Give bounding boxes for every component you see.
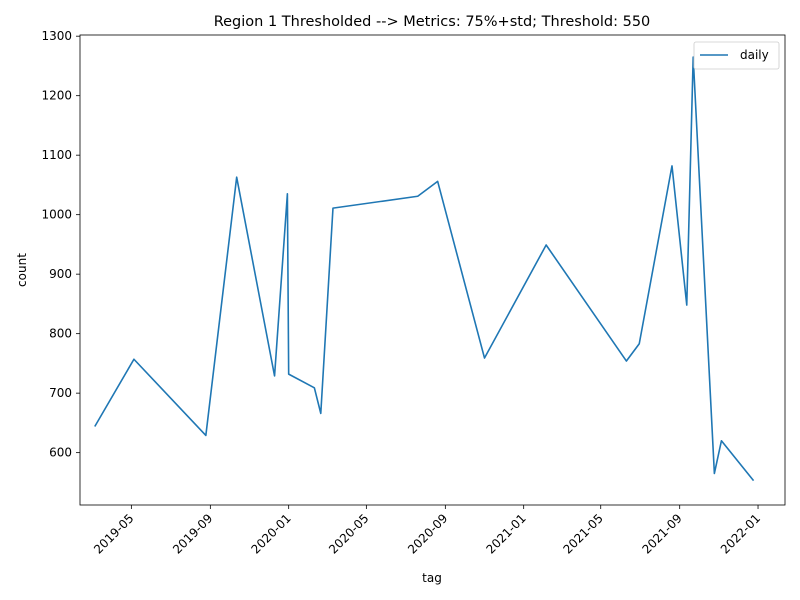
series-line-0 xyxy=(94,56,755,482)
y-tick-label: 600 xyxy=(49,446,72,460)
y-tick-label: 1100 xyxy=(41,148,72,162)
series-layer xyxy=(94,56,755,482)
plot-area xyxy=(80,35,785,505)
legend-label-daily: daily xyxy=(740,48,769,62)
y-tick-label: 900 xyxy=(49,267,72,281)
y-tick-label: 700 xyxy=(49,386,72,400)
y-tick-label: 1000 xyxy=(41,208,72,222)
legend-box xyxy=(693,41,780,70)
y-tick-label: 1200 xyxy=(41,89,72,103)
y-tick-label: 800 xyxy=(49,327,72,341)
x-axis-label: tag xyxy=(422,571,442,585)
chart-title: Region 1 Thresholded --> Metrics: 75%+st… xyxy=(214,14,651,30)
legend: daily xyxy=(693,41,780,70)
y-axis: 600 700 800 900 1000 1100 1200 1300 xyxy=(41,29,80,460)
plot-frame xyxy=(79,34,786,506)
y-tick-label: 1300 xyxy=(41,29,72,43)
y-axis-label: count xyxy=(15,253,29,287)
